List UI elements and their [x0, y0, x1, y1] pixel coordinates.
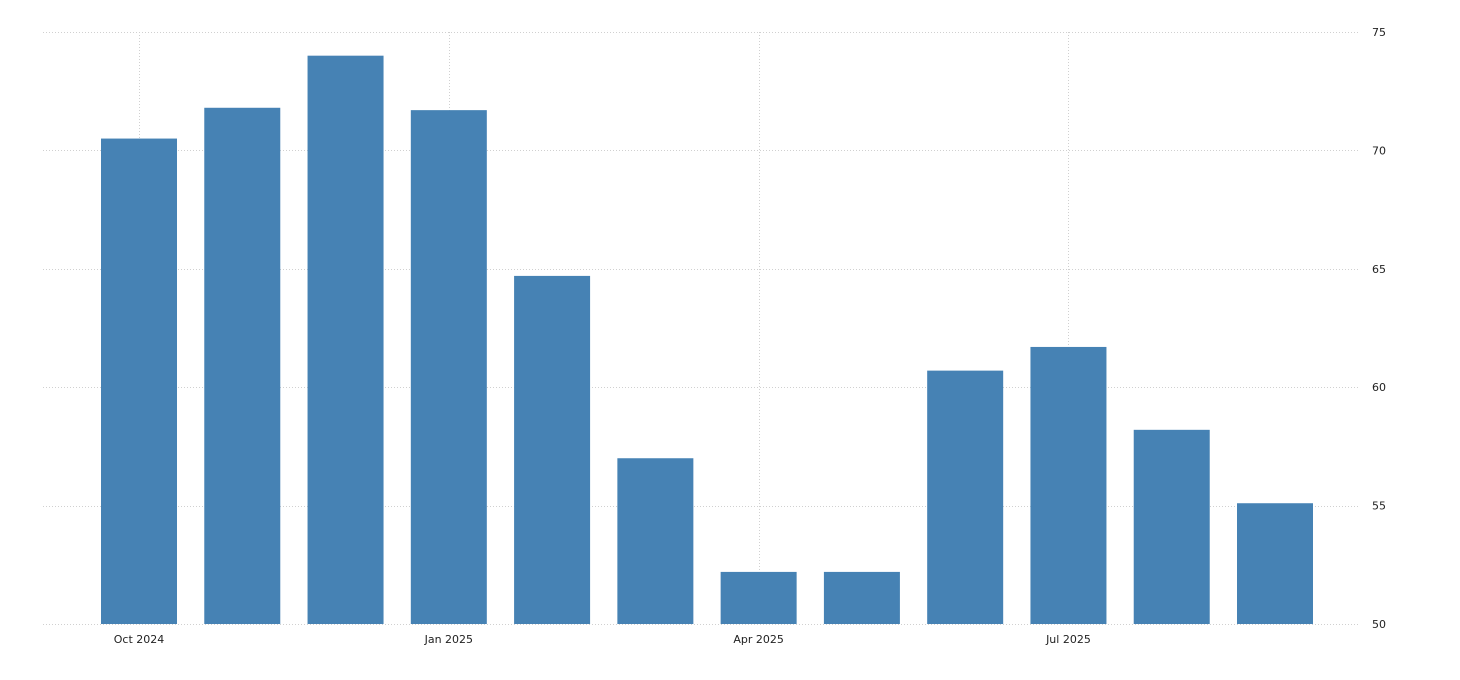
y-tick-label: 65	[1372, 263, 1386, 276]
bars	[101, 55, 1313, 625]
y-tick-label: 50	[1372, 618, 1386, 631]
x-tick-label: Apr 2025	[733, 633, 784, 646]
bar-sep-2025	[1237, 503, 1313, 624]
bar-nov-2024	[204, 107, 281, 624]
y-tick-label: 60	[1372, 381, 1386, 394]
bar-mar-2025	[617, 458, 694, 624]
bar-feb-2025	[514, 275, 591, 624]
y-tick-label: 55	[1372, 500, 1386, 513]
x-tick-label: Oct 2024	[114, 633, 165, 646]
y-tick-label: 75	[1372, 26, 1386, 39]
bar-oct-2024	[101, 138, 177, 624]
bar-jan-2025	[410, 110, 487, 625]
bar-aug-2025	[1133, 429, 1210, 624]
x-axis-ticks: Oct 2024 Jan 2025 Apr 2025 Jul 2025	[114, 633, 1091, 646]
x-tick-label: Jul 2025	[1045, 633, 1091, 646]
bar-apr-2025	[720, 571, 797, 624]
y-axis-ticks: 50 55 60 65 70 75	[1372, 26, 1386, 631]
bar-dec-2024	[307, 55, 384, 625]
bar-jun-2025	[927, 370, 1004, 624]
bar-jul-2025	[1030, 346, 1107, 624]
y-tick-label: 70	[1372, 144, 1386, 157]
bar-may-2025	[823, 571, 900, 624]
x-tick-label: Jan 2025	[424, 633, 473, 646]
